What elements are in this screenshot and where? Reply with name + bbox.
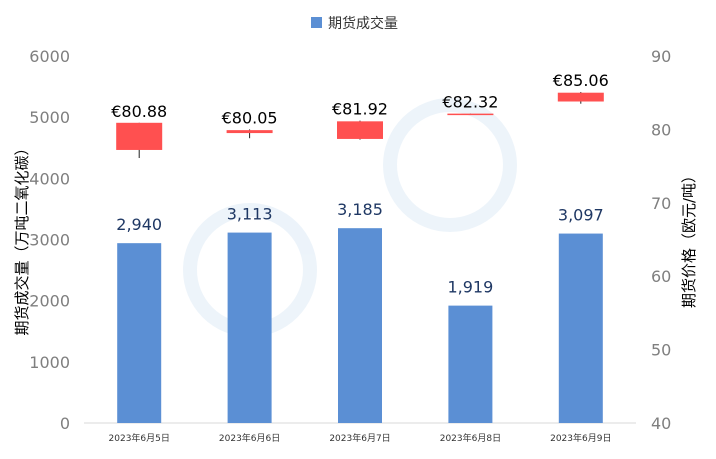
y-tick-right: 60 [651,267,671,286]
price-candle [116,122,163,150]
y-tick-left: 5000 [29,108,70,127]
y-axis-title-left: 期货成交量（万吨二氧化碳） [13,140,31,335]
x-tick-label: 2023年6月6日 [219,432,280,444]
volume-bar [448,305,493,423]
y-tick-left: 1000 [29,353,70,372]
volume-bar [338,228,382,423]
y-axis-title-right: 期货价格（欧元/吨） [680,168,698,308]
volume-bar [227,232,272,423]
y-tick-right: 70 [651,194,671,213]
volume-label: 2,940 [116,215,162,234]
y-tick-right: 90 [651,47,671,66]
y-axis-right: 40 50 60 70 80 90 [651,47,671,433]
x-tick-label: 2023年6月9日 [550,432,611,444]
volume-label: 3,185 [337,200,383,219]
y-tick-right: 50 [651,341,671,360]
price-label: €82.32 [442,93,498,112]
y-tick-left: 2000 [29,292,70,311]
volume-bar [558,233,603,423]
legend-swatch [311,17,322,28]
volume-label: 3,113 [227,205,273,224]
price-candle [337,121,383,139]
price-candle [557,92,604,102]
y-tick-right: 40 [651,414,671,433]
y-tick-left: 0 [60,414,70,433]
price-label: €80.05 [222,108,278,127]
x-tick-label: 2023年6月7日 [329,432,390,444]
y-tick-left: 6000 [29,47,70,66]
volume-label: 3,097 [558,206,604,225]
price-candle [447,113,494,116]
x-tick-label: 2023年6月5日 [109,432,170,444]
y-tick-right: 80 [651,120,671,139]
volume-label: 1,919 [447,278,493,297]
x-tick-label: 2023年6月8日 [440,432,501,444]
y-tick-left: 3000 [29,231,70,250]
price-candle [226,130,273,134]
volume-bars [117,228,603,423]
price-label: €80.88 [111,102,167,121]
y-tick-left: 4000 [29,169,70,188]
y-axis-left: 0 1000 2000 3000 4000 5000 6000 [29,47,70,433]
price-label: €81.92 [332,100,388,119]
data-labels: 2,940 3,113 3,185 1,919 3,097 €80.88 €80.05 €81… [111,71,609,297]
price-candles [116,91,604,159]
price-label: €85.06 [553,71,609,90]
legend-label: 期货成交量 [328,15,398,32]
volume-bar [117,243,162,423]
legend: 期货成交量 [311,15,398,32]
x-axis-categories: 2023年6月5日 2023年6月6日 2023年6月7日 2023年6月8日 2023… [109,432,612,444]
